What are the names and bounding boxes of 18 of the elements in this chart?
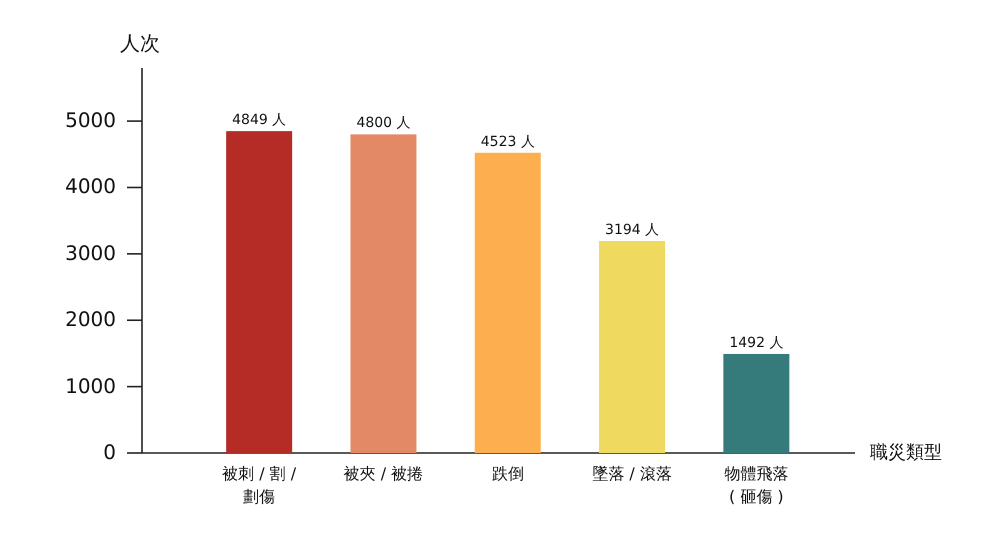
y-tick-label: 2000 [65,307,116,332]
data-label: 1492 人 [729,334,784,352]
x-tick-label: 墜落 / 滾落 [591,463,673,485]
y-axis-title: 人次 [120,30,160,57]
data-label: 3194 人 [605,220,660,239]
data-label: 4523 人 [480,132,535,151]
x-tick-label: 被夾 / 被捲 [342,463,424,485]
y-tick-label: 0 [103,440,116,464]
y-tick-label: 3000 [65,240,116,265]
data-label: 4800 人 [356,114,411,132]
x-tick-label: 跌倒 [490,463,525,485]
x-tick-label: 被刺 / 割 / 劃傷 [221,463,298,508]
y-tick-label: 5000 [65,108,116,132]
y-tick-label: 4000 [65,174,116,198]
x-axis-title: 職災類型 [870,441,942,464]
x-tick-label: 物體飛落 ( 砸傷 ) [723,463,790,508]
y-tick-label: 1000 [65,374,116,398]
data-label: 4849 人 [232,111,286,130]
